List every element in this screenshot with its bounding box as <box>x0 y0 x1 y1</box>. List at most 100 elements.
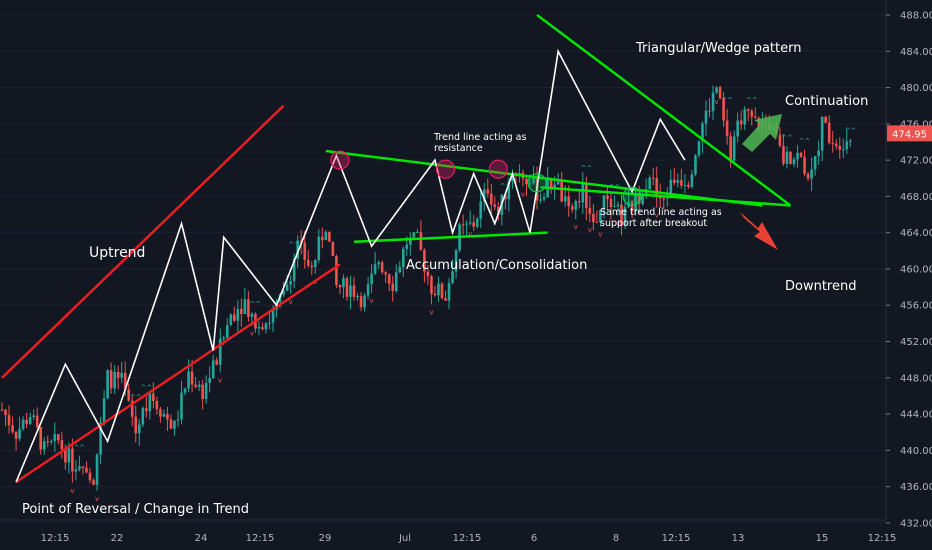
y-tick-label: 452.00 <box>900 337 932 348</box>
low-marker: v <box>95 495 99 503</box>
candle-body <box>155 400 159 410</box>
high-marker: ^^ <box>746 97 758 105</box>
candle-body <box>549 179 553 188</box>
candle-body <box>799 152 803 157</box>
candle-body <box>412 232 416 238</box>
candle-body <box>820 116 824 151</box>
candle-body <box>99 422 102 455</box>
candle-body <box>0 409 4 411</box>
candle-body <box>264 323 268 330</box>
candle-body <box>211 360 215 378</box>
high-marker: ^^ <box>799 138 811 146</box>
low-marker: v <box>370 297 374 305</box>
low-marker: v <box>598 230 602 238</box>
candle-body <box>433 293 437 296</box>
annotation-resistance: Trend line acting as <box>433 132 526 143</box>
x-tick-label: 12:15 <box>453 533 482 544</box>
candle-body <box>401 248 405 268</box>
candle-body <box>370 273 373 285</box>
candle-body <box>229 314 233 326</box>
candle-body <box>380 262 384 273</box>
candle-body <box>166 413 169 420</box>
candle-body <box>655 178 659 196</box>
low-marker: v <box>218 376 222 384</box>
candle-body <box>472 222 475 227</box>
y-tick-label: 436.00 <box>900 482 932 493</box>
x-tick-label: 15 <box>816 533 829 544</box>
candle-body <box>173 420 176 429</box>
highlight-circle <box>435 159 456 179</box>
candle-body <box>296 240 299 259</box>
candle-body <box>532 177 535 184</box>
candle-body <box>109 370 113 389</box>
candle-body <box>753 116 757 118</box>
y-tick-label: 472.00 <box>900 156 932 167</box>
x-tick-label: 12:15 <box>662 533 691 544</box>
candle-body <box>338 284 342 288</box>
candle-body <box>743 109 747 125</box>
candle-body <box>623 206 627 226</box>
candle-body <box>729 136 732 161</box>
candle-body <box>187 371 190 389</box>
annotation-support: Same trend line acting as <box>600 207 722 218</box>
annotation-wedge: Triangular/Wedge pattern <box>635 41 801 56</box>
candle-body <box>620 204 623 226</box>
candle-body <box>342 278 345 288</box>
x-tick-label: 8 <box>613 533 619 544</box>
candle-body <box>60 440 64 450</box>
annotation-continuation: Continuation <box>785 94 868 109</box>
candle-body <box>567 196 571 207</box>
candle-body <box>827 122 831 143</box>
candle-body <box>419 232 423 250</box>
annotation-support-2: support after breakout <box>600 218 707 229</box>
candle-body <box>116 371 120 378</box>
candle-body <box>57 434 60 441</box>
candle-body <box>106 370 109 399</box>
x-tick-label: 6 <box>531 533 537 544</box>
candle-body <box>613 206 616 208</box>
candle-body <box>715 87 718 93</box>
candle-body <box>680 180 683 186</box>
candle-body <box>349 285 352 297</box>
candle-body <box>444 298 447 301</box>
current-price-badge <box>887 125 932 142</box>
y-tick-label: 444.00 <box>900 410 932 421</box>
candle-body <box>732 136 736 161</box>
candle-body <box>437 283 440 296</box>
candle-body <box>708 110 711 112</box>
candle-body <box>328 231 331 242</box>
annotation-uptrend: Uptrend <box>89 245 145 261</box>
trend-line-uptrend-lower <box>15 263 341 484</box>
candle-body <box>169 419 173 429</box>
x-tick-label: 12:15 <box>246 533 275 544</box>
candle-body <box>190 371 194 385</box>
candle-body <box>757 117 761 130</box>
downtrend-arrow <box>740 212 778 250</box>
candle-body <box>257 327 261 329</box>
candle-body <box>285 284 289 291</box>
candle-body <box>616 204 620 207</box>
low-marker: v <box>616 220 620 228</box>
annotation-accumulation: Accumulation/Consolidation <box>406 258 587 273</box>
candle-body <box>282 290 285 295</box>
candle-body <box>243 299 247 315</box>
candle-body <box>806 173 810 179</box>
candle-body <box>796 152 799 160</box>
annotation-resistance-2: resistance <box>434 143 483 154</box>
candle-body <box>838 145 842 150</box>
candle-body <box>141 408 145 425</box>
candle-body <box>152 393 155 401</box>
candle-body <box>849 140 852 142</box>
candle-body <box>479 201 483 219</box>
annotation-downtrend: Downtrend <box>785 279 856 294</box>
candle-body <box>159 409 162 417</box>
candle-body <box>18 428 21 439</box>
low-marker: v <box>289 298 293 306</box>
candle-body <box>201 384 204 399</box>
y-tick-label: 440.00 <box>900 446 932 457</box>
high-marker: ^^ <box>844 127 856 135</box>
highlight-circle <box>330 150 350 170</box>
candle-body <box>423 249 426 272</box>
candle-body <box>130 400 134 417</box>
